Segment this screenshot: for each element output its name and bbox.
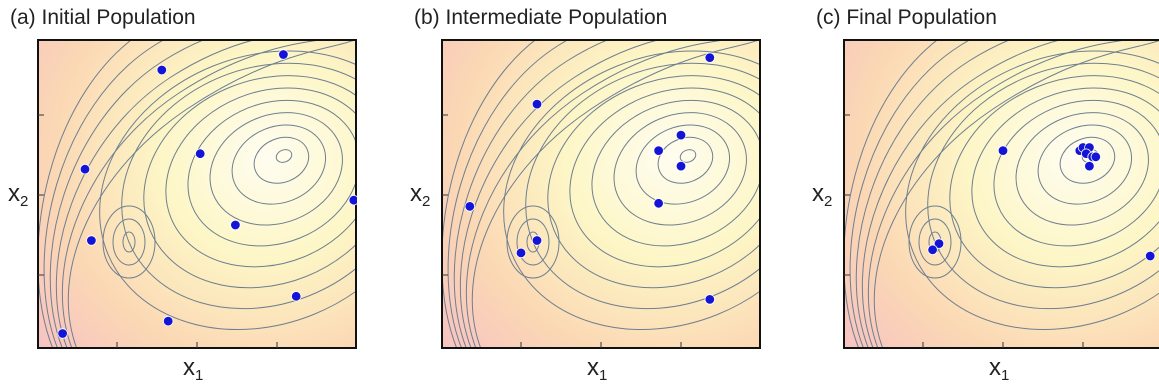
contour-line [275,149,293,163]
contour-line [1037,124,1133,205]
y-axis-label: x2 [410,180,431,210]
x-axis-label: x1 [989,354,1010,384]
population-point [1145,250,1156,262]
population-point [704,52,716,63]
contour-line [569,87,761,268]
population-point [675,160,687,172]
contour-line [67,39,357,349]
population-point [1090,151,1102,163]
contour-line [993,99,1159,247]
y-axis-label: x2 [812,180,833,210]
contour-line [99,50,357,331]
population-point [675,129,687,141]
contour-line [165,87,357,268]
contour-line [43,39,167,349]
x-axis-label: x1 [183,354,204,384]
contour-plot [843,39,1159,349]
contour-line [453,39,612,349]
contour-line [861,39,1066,349]
contour-line [447,39,571,349]
x-axis-label: x1 [587,354,608,384]
population-point [86,235,97,246]
contour-plot [37,39,357,349]
panel-title: (b) Intermediate Population [414,6,668,29]
tick-marks [38,114,278,348]
population-point [156,64,168,76]
contour-line [1015,112,1149,226]
contour-line [918,218,952,266]
contour-line [657,136,714,184]
contour-line [143,75,357,289]
y-axis-label-subscript: 2 [824,193,833,210]
population-point [79,163,91,175]
y-axis-label-text: x [8,180,20,207]
population-point [997,145,1009,156]
contour-line [102,205,156,279]
tick-marks [844,114,1084,348]
contour-line [547,75,761,289]
contour-line [471,39,761,349]
plot-background [37,39,357,349]
x-axis-label-text: x [183,354,195,381]
panel-title: (c) Final Population [816,6,997,29]
population-point [653,145,664,156]
population-point [194,148,206,159]
population-point [927,244,938,256]
contour-line [635,124,731,205]
contour-line [516,218,550,266]
population-point [653,198,664,209]
contour-line [613,112,747,226]
population-point [162,315,174,327]
population-point [291,291,302,302]
contour-line [873,40,1159,349]
population-point [515,247,527,259]
population-point [933,238,945,249]
contour-line [506,205,560,279]
x-axis-label-subscript: 1 [599,367,608,384]
population-point [1084,160,1095,172]
contour-line [949,75,1159,289]
population-point [704,294,716,305]
population-point [278,49,289,60]
tick-marks [442,114,682,348]
population-point [464,201,476,212]
panel-final: (c) Final Population x1 x2 [806,0,1159,387]
contour-line [849,39,973,349]
panel-initial: (a) Initial Population x1 x2 [0,0,360,387]
contour-line [971,87,1159,268]
x-axis-label-text: x [587,354,599,381]
population-point [230,219,241,231]
contour-line [209,112,343,226]
contour-line [231,124,327,205]
contour-line [112,218,146,266]
contour-line [679,149,697,163]
contour-line [122,231,136,253]
y-axis-label-text: x [410,180,422,207]
population-point [531,235,543,246]
contour-line [855,39,1014,349]
y-axis-label: x2 [8,180,29,210]
contour-line [121,62,357,310]
contour-line [1059,136,1116,184]
population-point [348,195,357,206]
contour-line [49,39,208,349]
x-axis-label-subscript: 1 [195,367,204,384]
x-axis-label-subscript: 1 [1001,367,1010,384]
y-axis-label-text: x [812,180,824,207]
panel-title: (a) Initial Population [10,6,196,29]
x-axis-label-text: x [989,354,1001,381]
contour-line [503,50,761,331]
contour-line [459,39,664,349]
contour-line [905,50,1159,331]
contour-line [253,136,310,184]
population-point [531,98,543,110]
y-axis-label-subscript: 2 [20,193,29,210]
population-point [57,328,68,339]
contour-plot [441,39,761,349]
plot-background [843,39,1159,349]
contour-line [908,205,962,279]
panel-intermediate: (b) Intermediate Population x1 x2 [404,0,764,387]
contour-line [55,39,260,349]
y-axis-label-subscript: 2 [422,193,431,210]
